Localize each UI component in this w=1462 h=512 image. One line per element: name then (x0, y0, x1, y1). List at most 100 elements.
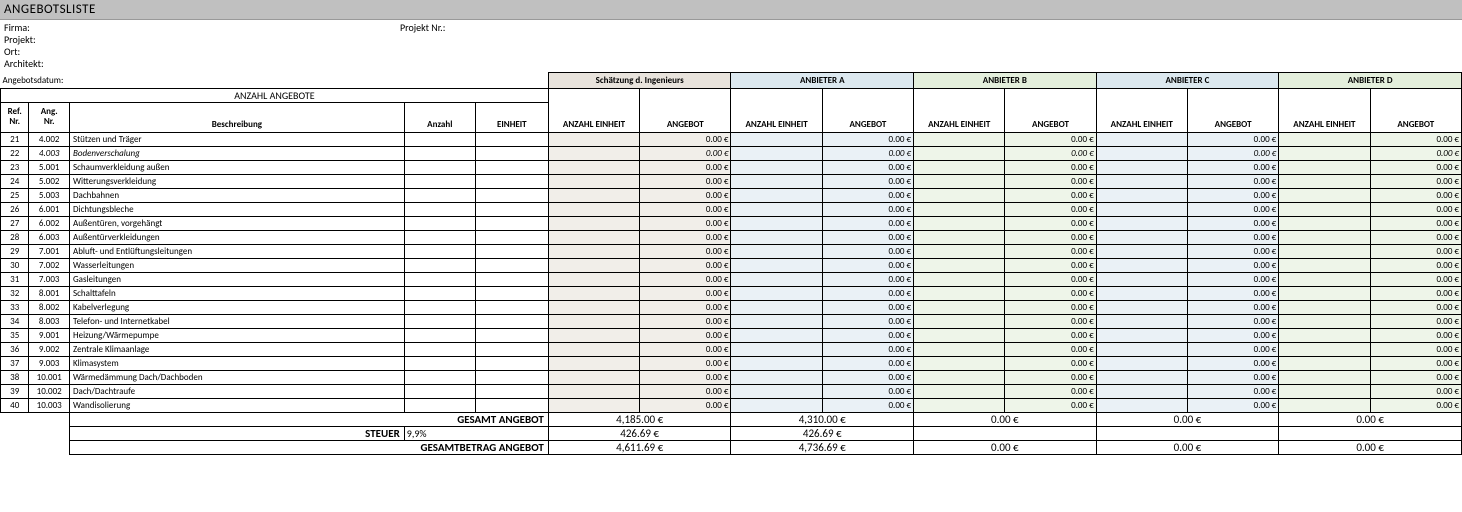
cell-ang: 7.003 (29, 273, 70, 287)
cell-anzein-eng (548, 203, 639, 217)
cell-ref: 34 (1, 315, 29, 329)
steuer-d (1279, 427, 1462, 441)
cell-anzein-c (1096, 245, 1187, 259)
cell-desc: Kabelverlegung (69, 301, 404, 315)
cell-angebot-eng: 0.00 € (640, 147, 731, 161)
cell-anzahl (404, 203, 475, 217)
cell-anzein-d (1279, 273, 1370, 287)
cell-angebot-d: 0.00 € (1370, 259, 1461, 273)
cell-anzein-b (914, 133, 1005, 147)
cell-ang: 4.002 (29, 133, 70, 147)
cell-ang: 6.003 (29, 231, 70, 245)
cell-angebot-d: 0.00 € (1370, 329, 1461, 343)
cell-angebot-eng: 0.00 € (640, 343, 731, 357)
cell-angebot-a: 0.00 € (822, 175, 913, 189)
bidder-d: ANBIETER D (1279, 73, 1462, 89)
cell-angebot-c: 0.00 € (1187, 259, 1278, 273)
cell-ref: 21 (1, 133, 29, 147)
col-angebot-eng: ANGEBOT (640, 89, 731, 133)
meta-projnr: Projekt Nr.: (400, 22, 445, 34)
cell-angebot-c: 0.00 € (1187, 175, 1278, 189)
cell-angebot-d: 0.00 € (1370, 133, 1461, 147)
cell-angebot-a: 0.00 € (822, 259, 913, 273)
cell-angebot-eng: 0.00 € (640, 315, 731, 329)
cell-angebot-d: 0.00 € (1370, 175, 1461, 189)
cell-angebot-b: 0.00 € (1005, 301, 1096, 315)
cell-angebot-d: 0.00 € (1370, 301, 1461, 315)
table-row: 3810.001Wärmedämmung Dach/Dachboden0.00 … (1, 371, 1462, 385)
cell-anzein-d (1279, 371, 1370, 385)
cell-anzein-b (914, 231, 1005, 245)
cell-angebot-b: 0.00 € (1005, 273, 1096, 287)
steuer-eng: 426.69 € (548, 427, 731, 441)
cell-angebot-c: 0.00 € (1187, 357, 1278, 371)
cell-anzein-a (731, 147, 822, 161)
cell-anzein-eng (548, 217, 639, 231)
cell-anzein-eng (548, 287, 639, 301)
endbetrag-eng: 4,611.69 € (548, 441, 731, 455)
cell-ang: 10.002 (29, 385, 70, 399)
cell-angebot-b: 0.00 € (1005, 203, 1096, 217)
cell-anzein-c (1096, 147, 1187, 161)
meta-projekt: Projekt: (4, 34, 1458, 46)
cell-einheit (475, 385, 548, 399)
cell-ang: 5.001 (29, 161, 70, 175)
cell-anzahl (404, 175, 475, 189)
cell-anzein-eng (548, 371, 639, 385)
cell-angebot-d: 0.00 € (1370, 217, 1461, 231)
cell-anzahl (404, 161, 475, 175)
cell-anzein-eng (548, 231, 639, 245)
cell-einheit (475, 133, 548, 147)
cell-angebot-b: 0.00 € (1005, 287, 1096, 301)
cell-ang: 7.001 (29, 245, 70, 259)
cell-desc: Abluft- und Entlüftungsleitungen (69, 245, 404, 259)
cell-anzein-eng (548, 273, 639, 287)
cell-angebot-d: 0.00 € (1370, 385, 1461, 399)
cell-desc: Klimasystem (69, 357, 404, 371)
cell-ang: 6.002 (29, 217, 70, 231)
cell-anzein-b (914, 371, 1005, 385)
cell-anzahl (404, 245, 475, 259)
cell-angebot-c: 0.00 € (1187, 245, 1278, 259)
cell-ref: 30 (1, 259, 29, 273)
cell-anzein-eng (548, 385, 639, 399)
bid-table: Angebotsdatum: Schätzung d. Ingenieurs A… (0, 72, 1462, 455)
bidder-eng: Schätzung d. Ingenieurs (548, 73, 731, 89)
table-row: 286.003Außentürverkleidungen0.00 €0.00 €… (1, 231, 1462, 245)
col-anzahl: Anzahl (404, 103, 475, 133)
steuer-a: 426.69 € (731, 427, 914, 441)
endbetrag-c: 0.00 € (1096, 441, 1279, 455)
cell-anzein-b (914, 189, 1005, 203)
cell-anzein-c (1096, 189, 1187, 203)
table-row: 317.003Gasleitungen0.00 €0.00 €0.00 €0.0… (1, 273, 1462, 287)
cell-anzein-eng (548, 357, 639, 371)
cell-anzein-a (731, 259, 822, 273)
cell-ang: 8.002 (29, 301, 70, 315)
gesamt-d: 0.00 € (1279, 413, 1462, 427)
endbetrag-a: 4,736.69 € (731, 441, 914, 455)
cell-anzein-c (1096, 161, 1187, 175)
cell-einheit (475, 203, 548, 217)
cell-anzein-b (914, 357, 1005, 371)
steuer-label: STEUER (69, 427, 404, 441)
meta-block: Firma: Projekt Nr.: Projekt: Ort: Archit… (0, 20, 1462, 72)
cell-anzein-eng (548, 189, 639, 203)
cell-ang: 10.001 (29, 371, 70, 385)
cell-desc: Wandisolierung (69, 399, 404, 413)
table-row: 297.001Abluft- und Entlüftungsleitungen0… (1, 245, 1462, 259)
cell-anzein-b (914, 385, 1005, 399)
endbetrag-b: 0.00 € (914, 441, 1097, 455)
cell-desc: Schaumverkleidung außen (69, 161, 404, 175)
meta-ort: Ort: (4, 46, 1458, 58)
cell-angebot-d: 0.00 € (1370, 203, 1461, 217)
cell-angebot-c: 0.00 € (1187, 343, 1278, 357)
cell-anzein-d (1279, 245, 1370, 259)
cell-desc: Dichtungsbleche (69, 203, 404, 217)
cell-anzein-d (1279, 161, 1370, 175)
cell-anzein-a (731, 175, 822, 189)
cell-anzein-a (731, 273, 822, 287)
cell-angebot-eng: 0.00 € (640, 231, 731, 245)
col-anzein-d: ANZAHL EINHEIT (1279, 89, 1370, 133)
table-row: 245.002Witterungsverkleidung0.00 €0.00 €… (1, 175, 1462, 189)
cell-anzein-c (1096, 259, 1187, 273)
